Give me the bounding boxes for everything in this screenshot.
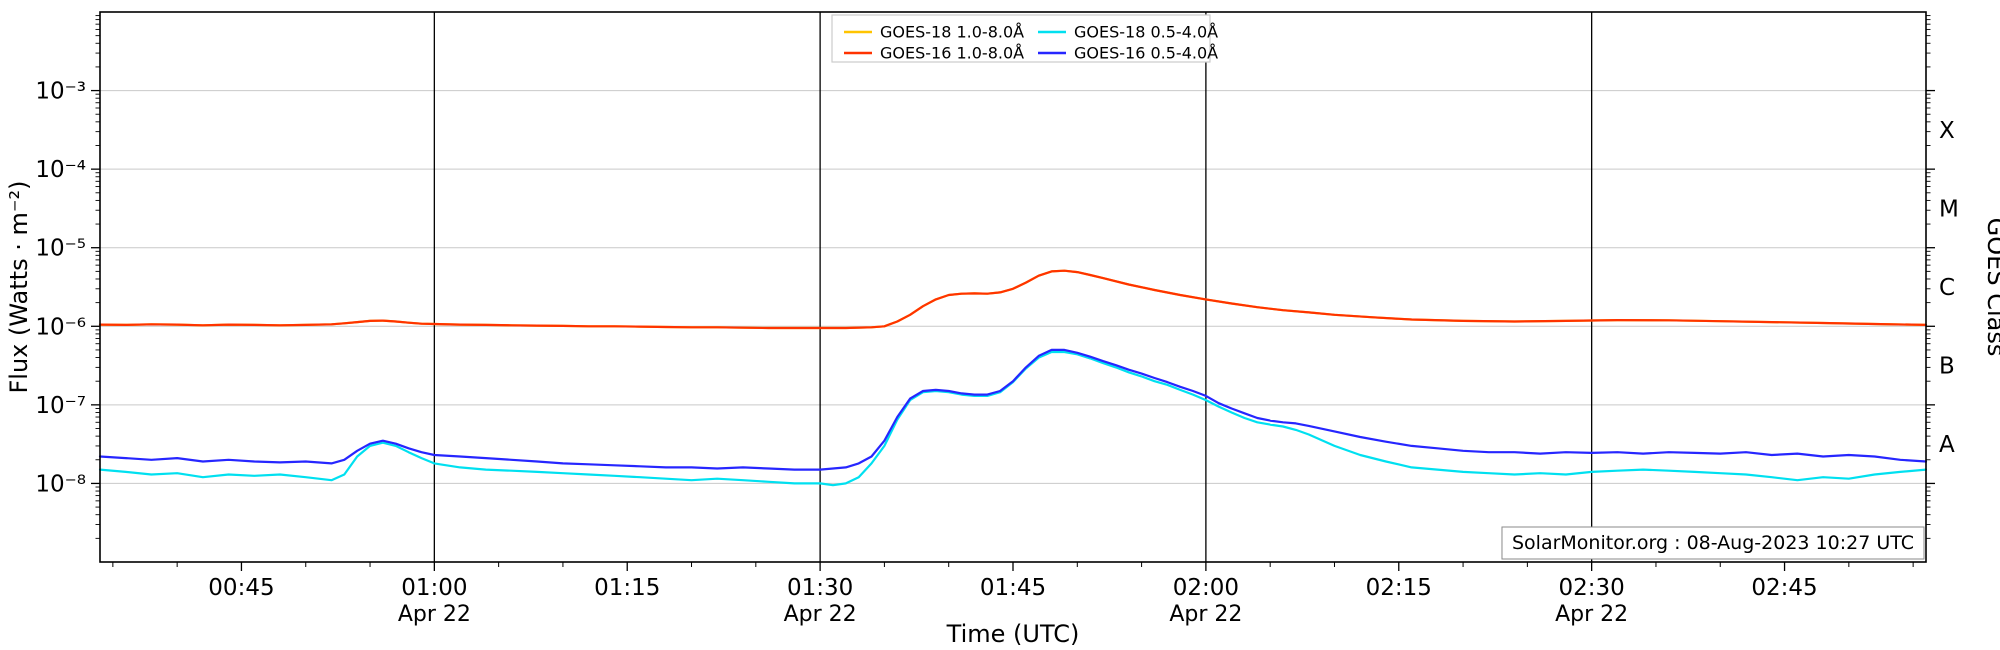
date-label: Apr 22 (784, 602, 857, 627)
x-tick-label: 02:30 (1559, 575, 1625, 601)
goes-class-label: A (1939, 432, 1955, 458)
x-axis-label: Time (UTC) (946, 620, 1080, 648)
x-tick-label: 01:30 (787, 575, 853, 601)
x-tick-label: 01:15 (594, 575, 660, 601)
y-tick-label: 10⁻⁵ (35, 236, 86, 262)
x-tick-label: 02:45 (1751, 575, 1817, 601)
plot-layer: 00:45 01:00 01:15 01:30 01:45 02:00 02:15 02:30… (35, 11, 1959, 627)
goes-class-label: X (1939, 118, 1955, 144)
right-axis-label: GOES Class (1982, 218, 2000, 357)
x-tick-label: 00:45 (208, 575, 274, 601)
series-line (98, 269, 1928, 330)
legend-label: GOES-16 1.0-8.0Å (880, 44, 1024, 63)
x-tick-label: 01:00 (401, 575, 467, 601)
watermark-text: SolarMonitor.org : 08-Aug-2023 10:27 UTC (1512, 532, 1914, 554)
legend: GOES-18 1.0-8.0Å GOES-16 1.0-8.0Å GOES-18 … (831, 14, 1218, 63)
goes-class-label: B (1939, 354, 1955, 380)
x-tick-label: 02:00 (1173, 575, 1239, 601)
series-line (98, 348, 1928, 471)
y-tick-label: 10⁻³ (35, 79, 86, 105)
legend-label: GOES-18 1.0-8.0Å (880, 23, 1024, 42)
goes-class-label: C (1939, 275, 1955, 301)
watermark: SolarMonitor.org : 08-Aug-2023 10:27 UTC (1501, 526, 1925, 560)
y-axis-label: Flux (Watts · m⁻²) (5, 180, 33, 393)
y-tick-label: 10⁻⁸ (35, 471, 86, 497)
date-label: Apr 22 (1555, 602, 1628, 627)
watermark-box (1501, 526, 1925, 560)
date-label: Apr 22 (398, 602, 471, 627)
legend-box (831, 14, 1211, 63)
goes-class-label: M (1939, 196, 1959, 222)
x-tick-label: 02:15 (1366, 575, 1432, 601)
y-tick-label: 10⁻⁴ (35, 157, 86, 183)
y-tick-label: 10⁻⁷ (35, 393, 86, 419)
x-tick-label: 01:45 (980, 575, 1046, 601)
date-label: Apr 22 (1169, 602, 1242, 627)
legend-label: GOES-18 0.5-4.0Å (1074, 23, 1218, 42)
legend-label: GOES-16 0.5-4.0Å (1074, 44, 1218, 63)
y-tick-label: 10⁻⁶ (35, 314, 86, 340)
